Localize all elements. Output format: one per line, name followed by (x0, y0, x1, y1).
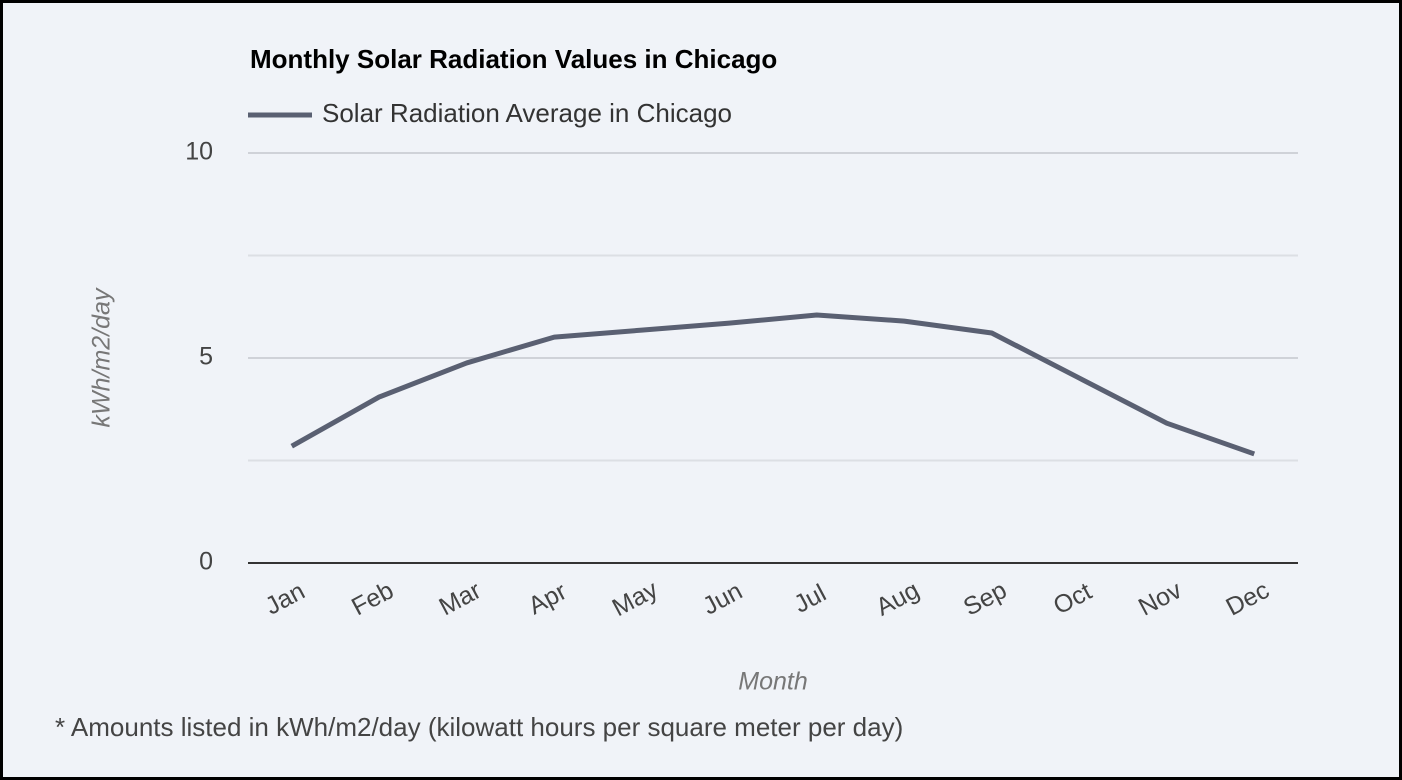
y-tick-label: 0 (199, 548, 213, 576)
y-tick-label: 5 (199, 343, 213, 371)
footnote: * Amounts listed in kWh/m2/day (kilowatt… (55, 712, 903, 742)
legend-label: Solar Radiation Average in Chicago (322, 98, 732, 128)
y-axis-label: kWh/m2/day (88, 287, 116, 427)
y-tick-label: 10 (185, 138, 213, 166)
line (290, 312, 1256, 457)
chart-title: Monthly Solar Radiation Values in Chicag… (250, 44, 777, 74)
x-axis-label: Month (738, 668, 807, 696)
